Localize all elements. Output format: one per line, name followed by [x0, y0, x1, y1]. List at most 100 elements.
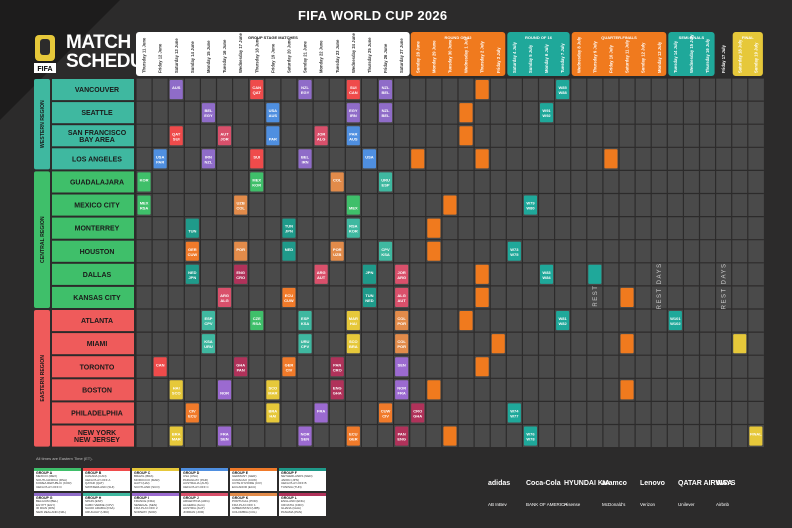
match-cell: [169, 80, 183, 100]
match-team-1: FRA: [317, 408, 325, 413]
match-cell: [362, 264, 376, 284]
match-cell: [362, 149, 376, 169]
match-team-1: GER: [188, 247, 197, 252]
match-team-2: KSA: [381, 252, 390, 257]
group-legend-team: FIFA PLAY-OFF 2: [134, 507, 158, 511]
group-legend-box: GROUP A MEXICO (MEX) SOUTH AFRICA (RSA) KOR…: [34, 468, 81, 491]
stage-header-r16: [507, 32, 570, 76]
match-cell: [604, 149, 618, 169]
date-label: Saturday 13 June: [174, 38, 179, 73]
match-cell: [137, 172, 151, 192]
city-cell: [52, 286, 134, 308]
match-team-1: COL: [397, 316, 406, 321]
sponsor-logo-small: AB InBev: [488, 502, 507, 507]
city-cell: [52, 217, 134, 239]
date-label: Tuesday 16 June: [222, 39, 227, 73]
city-cell: [52, 171, 134, 193]
group-legend-team: BRAZIL (BRA): [134, 475, 154, 478]
group-legend-label: GROUP I: [134, 496, 149, 500]
match-cell: [411, 149, 425, 169]
match-cell: [346, 426, 360, 446]
match-team-2: AUT: [317, 275, 326, 280]
group-legend-team: NEW ZEALAND (NZL): [36, 510, 67, 514]
match-team-2: ARG: [397, 275, 406, 280]
match-team-1: CRO: [413, 408, 422, 413]
match-team-1: W85: [559, 85, 568, 90]
city-label: NEW YORK: [78, 430, 116, 437]
city-label: MEXICO CITY: [74, 203, 120, 210]
match-team-1: KOR: [140, 177, 149, 182]
match-cell: [523, 426, 537, 446]
match-cell: [556, 311, 570, 331]
match-team-1: FRA: [220, 432, 228, 437]
group-legend-team: CABO VERDE (CPV): [85, 503, 114, 507]
sponsor-logo: QATAR AIRWAYS: [678, 480, 736, 487]
group-legend-team: CURACAO (CUW): [232, 478, 257, 482]
match-team-2: MAR: [268, 390, 277, 395]
match-team-2: CPV: [204, 321, 213, 326]
match-team-1: AUT: [220, 131, 229, 136]
match-cell: [266, 403, 280, 423]
match-team-1: MEX: [252, 177, 261, 182]
group-legend-box: GROUP C BRAZIL (BRA) MOROCCO (MAR) HAITI (H…: [132, 468, 179, 491]
match-team-1: NZL: [301, 85, 309, 90]
match-team-2: UZB: [333, 252, 341, 257]
date-label: Tuesday 14 July: [673, 40, 678, 73]
match-team-1: MEX: [140, 201, 149, 206]
match-team-1: FINAL: [750, 432, 762, 437]
match-team-1: W83: [542, 270, 551, 275]
match-team-1: TUN: [285, 224, 293, 229]
match-cell: [169, 126, 183, 146]
match-cell: [234, 241, 248, 261]
match-team-2: KOR: [349, 229, 358, 234]
match-team-1: USA: [156, 154, 165, 159]
city-label: TORONTO: [80, 364, 115, 371]
city-label: PHILADELPHIA: [71, 410, 123, 417]
match-team-1: BEL: [301, 154, 310, 159]
match-cell: [459, 126, 473, 146]
city-cell: [52, 356, 134, 378]
match-team-1: ARG: [220, 293, 229, 298]
match-team-1: COL: [333, 177, 342, 182]
match-cell: [234, 264, 248, 284]
match-cell: [266, 380, 280, 400]
match-team-1: ECU: [285, 293, 294, 298]
date-label: Tuesday 23 June: [335, 39, 340, 73]
group-stage-label: GROUP STAGE MATCHES: [248, 35, 298, 40]
group-legend-team: SOUTH AFRICA (RSA): [36, 478, 68, 482]
match-team-2: COL: [236, 206, 245, 211]
match-cell: [298, 334, 312, 354]
match-cell: [169, 426, 183, 446]
group-legend-team: KOREA REPUBLIC (KOR): [36, 482, 72, 486]
group-legend-team: GHANA (GHA): [281, 507, 301, 511]
group-legend-team: AUSTRALIA (AUS): [183, 482, 209, 486]
group-legend-box: GROUP G BELGIUM (BEL) EGYPT (EGY) IR IRAN (…: [34, 493, 81, 516]
date-label: Monday 6 July: [544, 43, 549, 73]
match-cell: [475, 287, 489, 307]
group-legend-team: EGYPT (EGY): [36, 503, 56, 507]
date-label: Sunday 21 June: [303, 40, 308, 73]
match-cell: [540, 103, 554, 123]
match-cell: [266, 126, 280, 146]
rest-day-label: REST DAYS: [657, 262, 663, 309]
match-team-2: BRA: [349, 344, 358, 349]
group-legend-team: QATAR (QAT): [85, 482, 104, 486]
region-label: CENTRAL REGION: [40, 216, 46, 263]
stage-header-sf: [668, 32, 715, 76]
match-cell: [185, 403, 199, 423]
stage-header-final: [732, 32, 763, 76]
match-team-2: KOR: [252, 182, 261, 187]
city-label: SAN FRANCISCO: [68, 130, 127, 137]
match-cell: [668, 311, 682, 331]
match-team-1: W91: [542, 108, 551, 113]
match-cell: [395, 426, 409, 446]
group-legend-team: UEFA PLAY-OFF C: [183, 485, 209, 489]
group-legend-team: ARGENTINA (ARG): [183, 500, 210, 503]
match-team-1: W74: [510, 408, 519, 413]
region-band: [34, 310, 50, 447]
match-team-2: HAI: [350, 321, 357, 326]
match-team-1: W76: [526, 432, 535, 437]
match-team-2: URU: [204, 344, 213, 349]
match-cell: [443, 195, 457, 215]
match-cell: [298, 426, 312, 446]
